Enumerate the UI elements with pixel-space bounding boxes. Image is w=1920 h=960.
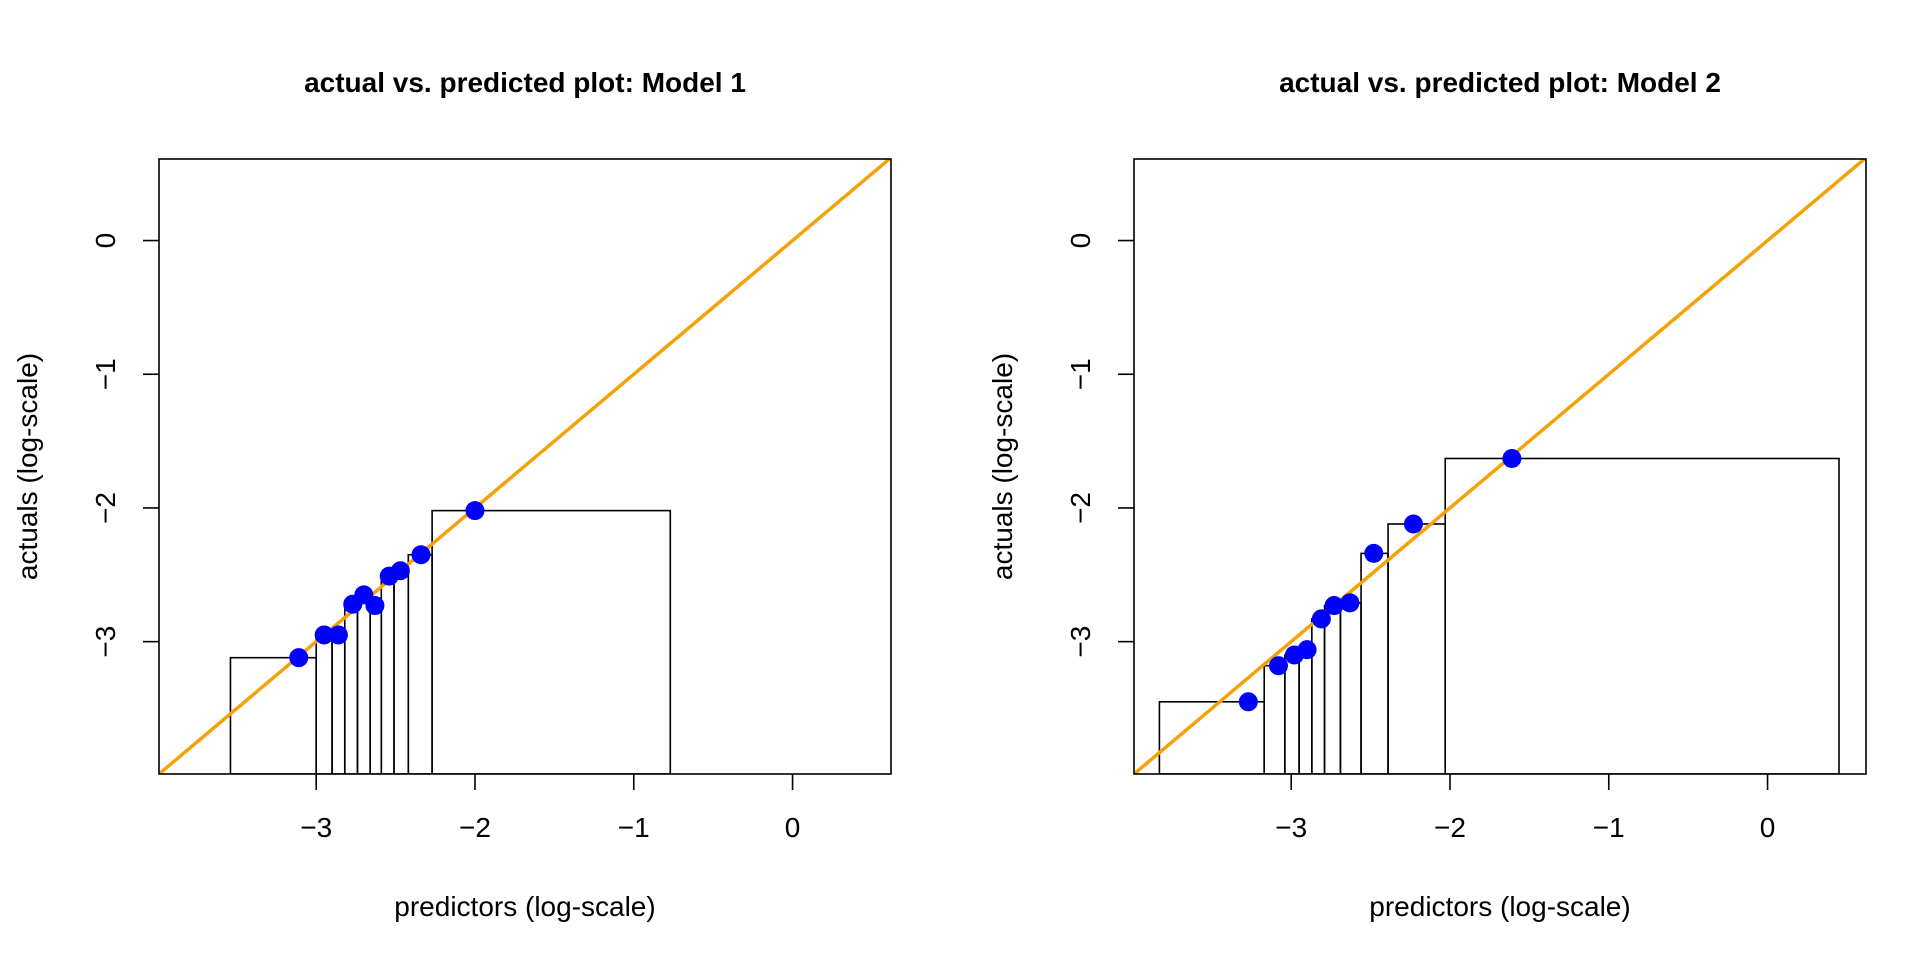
data-point [365, 596, 385, 616]
x-tick-label: 0 [785, 812, 801, 843]
data-point [465, 501, 485, 521]
x-tick-label: −3 [1275, 812, 1307, 843]
y-axis-label: actuals (log-scale) [987, 353, 1018, 580]
data-point [289, 648, 309, 668]
bin-group [1158, 457, 1840, 774]
y-tick-label: −2 [1065, 492, 1096, 524]
data-point [1324, 596, 1344, 616]
data-point [1238, 692, 1258, 712]
x-tick-label: −2 [1434, 812, 1466, 843]
data-point [1340, 593, 1360, 613]
x-tick-label: −2 [459, 812, 491, 843]
bin-rect [343, 603, 359, 774]
bin-rect [331, 634, 346, 774]
data-point [328, 625, 348, 645]
x-tick-label: 0 [1760, 812, 1776, 843]
bin-rect [229, 656, 317, 774]
plot-frame [1133, 158, 1867, 775]
data-point [1311, 609, 1331, 629]
y-tick-label: −1 [1065, 358, 1096, 390]
bin-rect [369, 604, 383, 774]
data-point [1268, 656, 1288, 676]
x-tick-label: −1 [1593, 812, 1625, 843]
data-point [1502, 448, 1522, 468]
bin-rect [1311, 618, 1326, 774]
x-tick-label: −3 [300, 812, 332, 843]
bin-rect [1323, 604, 1342, 774]
bin-rect [431, 509, 672, 774]
bin-rect [1339, 602, 1362, 774]
y-tick-label: −3 [1065, 626, 1096, 658]
data-point [390, 561, 410, 581]
bin-rect [1298, 648, 1313, 774]
reference-line [159, 159, 891, 774]
point-group [1238, 448, 1522, 712]
bin-rect [1387, 523, 1447, 774]
bin-rect [1263, 664, 1286, 774]
bin-rect [1284, 654, 1300, 774]
x-tick-label: −1 [618, 812, 650, 843]
point-group [289, 501, 485, 668]
plot-frame [158, 158, 892, 775]
bin-rect [1444, 457, 1840, 774]
bin-rect [393, 569, 410, 774]
chart-panel-model-2: actual vs. predicted plot: Model 2 −3 −2 −1… [987, 67, 1867, 922]
bin-rect [356, 594, 371, 774]
chart-panel-model-1: actual vs. predicted plot: Model 1 −3 −2 −1… [12, 67, 892, 922]
y-tick-label: −1 [90, 358, 121, 390]
y-tick-label: 0 [90, 233, 121, 249]
y-tick-label: −3 [90, 626, 121, 658]
x-axis-label: predictors (log-scale) [1369, 891, 1630, 922]
data-point [411, 545, 431, 565]
chart-title: actual vs. predicted plot: Model 2 [1279, 67, 1721, 98]
x-axis-label: predictors (log-scale) [394, 891, 655, 922]
data-point [1403, 514, 1423, 534]
data-point [1364, 543, 1384, 563]
bin-rect [1360, 552, 1389, 774]
reference-line [1134, 159, 1866, 774]
bin-group [229, 509, 672, 774]
chart-title: actual vs. predicted plot: Model 1 [304, 67, 746, 98]
data-point [1297, 640, 1317, 660]
y-tick-label: 0 [1065, 233, 1096, 249]
y-tick-label: −2 [90, 492, 121, 524]
y-axis-label: actuals (log-scale) [12, 353, 43, 580]
bin-rect [407, 553, 433, 774]
data-point [314, 625, 334, 645]
bin-rect [315, 634, 333, 774]
